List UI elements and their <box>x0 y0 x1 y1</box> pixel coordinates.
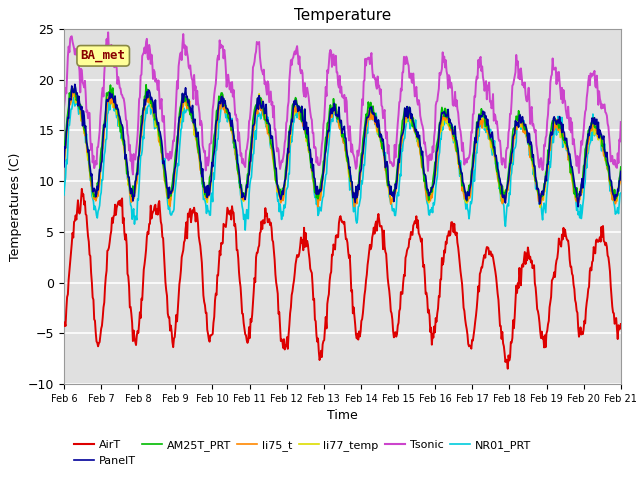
Y-axis label: Temperatures (C): Temperatures (C) <box>10 152 22 261</box>
Title: Temperature: Temperature <box>294 9 391 24</box>
Legend: AirT, PanelT, AM25T_PRT, li75_t, li77_temp, Tsonic, NR01_PRT: AirT, PanelT, AM25T_PRT, li75_t, li77_te… <box>70 436 535 470</box>
X-axis label: Time: Time <box>327 409 358 422</box>
Text: BA_met: BA_met <box>81 49 125 62</box>
